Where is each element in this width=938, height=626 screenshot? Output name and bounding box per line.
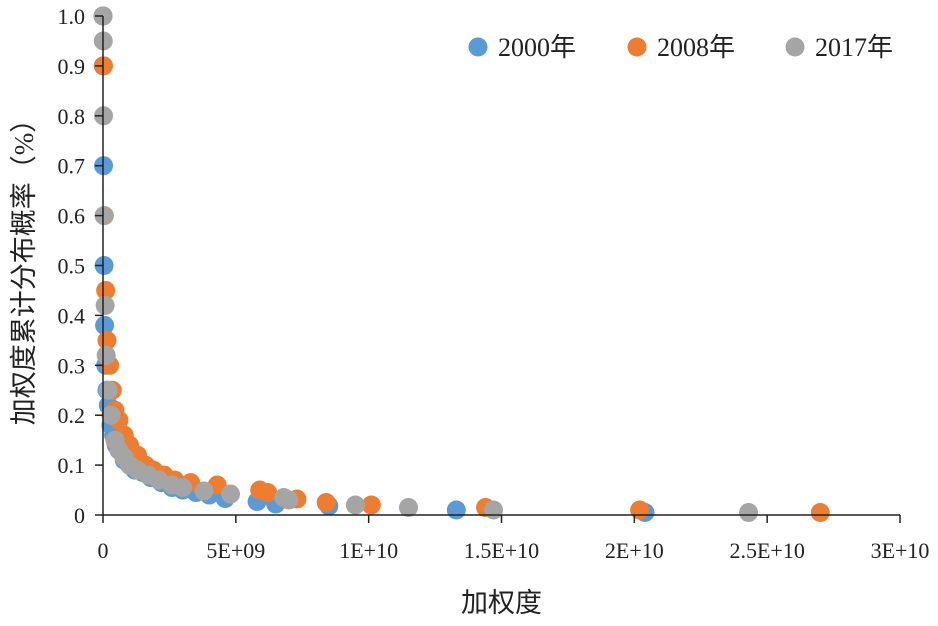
y-tick-label: 0.9	[58, 54, 86, 79]
data-point	[739, 503, 759, 523]
data-point	[484, 500, 504, 520]
legend-marker	[627, 37, 647, 57]
data-point	[194, 481, 214, 501]
data-point	[361, 495, 381, 515]
y-tick-label: 0.7	[58, 154, 86, 179]
y-axis-ticks: 0 0.1 0.2 0.3 0.4 0.5 0.6 0.7 0.8 0.9 1.0	[58, 4, 103, 528]
y-tick-label: 0	[74, 503, 85, 528]
data-point	[98, 380, 118, 400]
data-point	[95, 315, 115, 335]
x-tick-label: 2E+10	[605, 538, 664, 563]
x-tick-label: 3E+10	[871, 538, 930, 563]
legend-item: 2000年	[468, 33, 576, 62]
data-point	[94, 256, 114, 275]
data-point	[173, 478, 193, 498]
legend-marker	[468, 37, 488, 57]
series-1	[93, 6, 655, 523]
y-axis-title: 加权度累计分布概率（%）	[9, 106, 39, 426]
data-point	[446, 500, 466, 520]
series-2	[93, 6, 830, 523]
x-tick-label: 1E+10	[339, 538, 398, 563]
y-tick-label: 0.2	[58, 403, 86, 428]
series-3	[93, 6, 759, 523]
legend: 2000年 2008年 2017年	[468, 33, 893, 62]
data-point	[96, 280, 116, 300]
y-tick-label: 0.5	[58, 254, 86, 279]
legend-item: 2017年	[785, 33, 893, 62]
x-tick-label: 5E+09	[206, 538, 265, 563]
legend-label: 2017年	[815, 33, 893, 62]
y-tick-label: 0.4	[58, 303, 86, 328]
legend-label: 2000年	[498, 33, 576, 62]
data-point	[95, 295, 115, 315]
data-point	[316, 493, 336, 513]
data-point	[630, 500, 650, 520]
data-point	[94, 206, 114, 226]
x-axis-ticks: 0 5E+09 1E+10 1.5E+10 2E+10 2.5E+10 3E+10	[98, 515, 930, 563]
legend-item: 2008年	[627, 33, 735, 62]
x-tick-label: 0	[98, 538, 109, 563]
x-tick-label: 1.5E+10	[464, 538, 539, 563]
y-tick-label: 0.6	[58, 204, 86, 229]
axes-layer	[102, 16, 900, 516]
series-layer	[93, 6, 830, 523]
data-point	[399, 498, 419, 518]
data-point	[810, 503, 830, 523]
data-point	[258, 483, 278, 503]
legend-marker	[785, 37, 805, 57]
data-point	[279, 490, 299, 510]
data-point	[345, 495, 365, 515]
y-tick-label: 1.0	[58, 4, 86, 29]
legend-label: 2008年	[657, 33, 735, 62]
data-point	[97, 330, 117, 350]
data-point	[101, 405, 121, 425]
data-point	[221, 484, 241, 504]
y-tick-label: 0.8	[58, 104, 86, 129]
data-point	[96, 345, 116, 365]
x-tick-label: 2.5E+10	[729, 538, 804, 563]
y-tick-label: 0.1	[58, 453, 86, 478]
x-axis-title: 加权度	[461, 588, 542, 618]
y-tick-label: 0.3	[58, 353, 86, 378]
